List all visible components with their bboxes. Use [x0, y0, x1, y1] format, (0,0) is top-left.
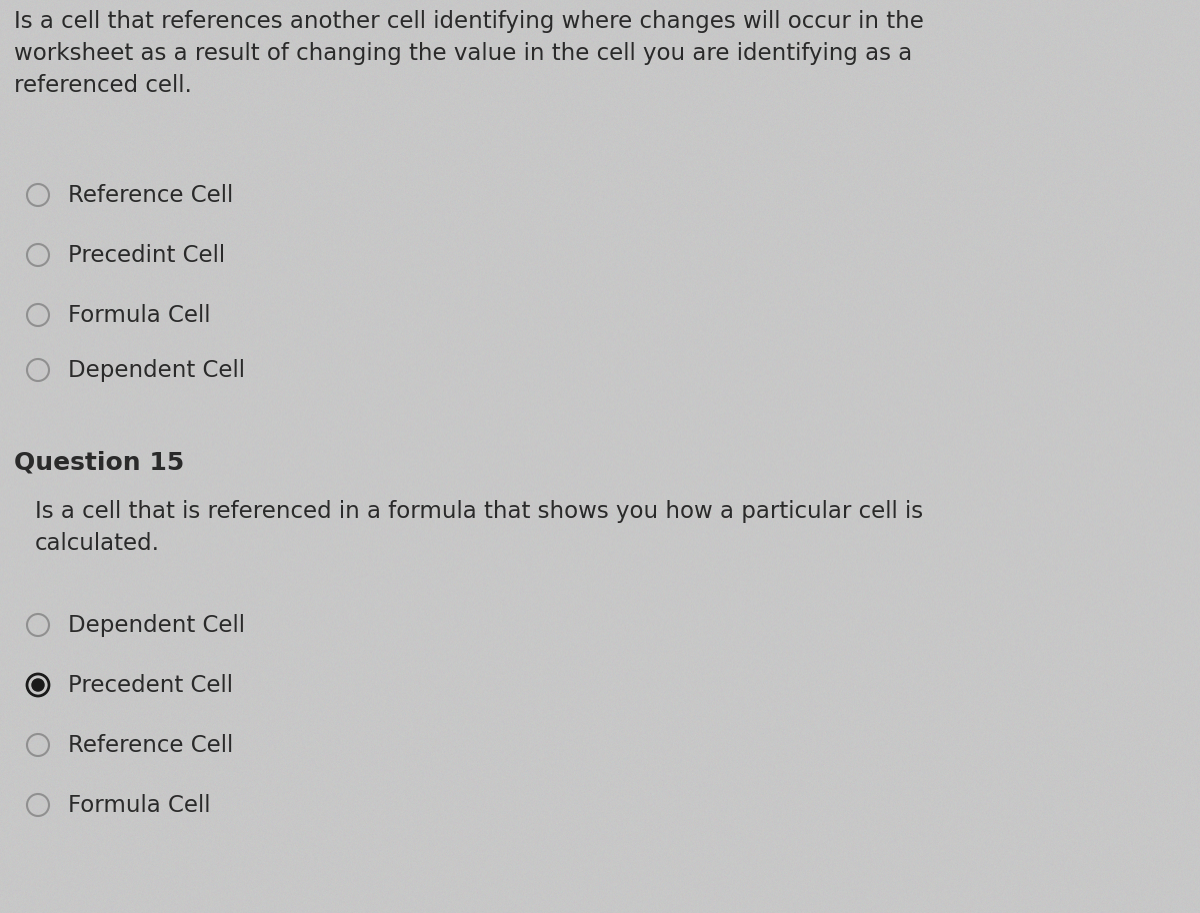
Text: Precedint Cell: Precedint Cell [68, 244, 226, 267]
Text: Precedent Cell: Precedent Cell [68, 674, 233, 697]
Text: Formula Cell: Formula Cell [68, 303, 210, 327]
Text: Formula Cell: Formula Cell [68, 793, 210, 816]
Text: Dependent Cell: Dependent Cell [68, 359, 245, 382]
Text: Is a cell that is referenced in a formula that shows you how a particular cell i: Is a cell that is referenced in a formul… [35, 500, 923, 555]
Text: Reference Cell: Reference Cell [68, 184, 233, 206]
Text: Is a cell that references another cell identifying where changes will occur in t: Is a cell that references another cell i… [14, 10, 924, 97]
Ellipse shape [32, 679, 44, 691]
Text: Question 15: Question 15 [14, 450, 185, 474]
Text: Reference Cell: Reference Cell [68, 733, 233, 757]
Text: Dependent Cell: Dependent Cell [68, 614, 245, 636]
